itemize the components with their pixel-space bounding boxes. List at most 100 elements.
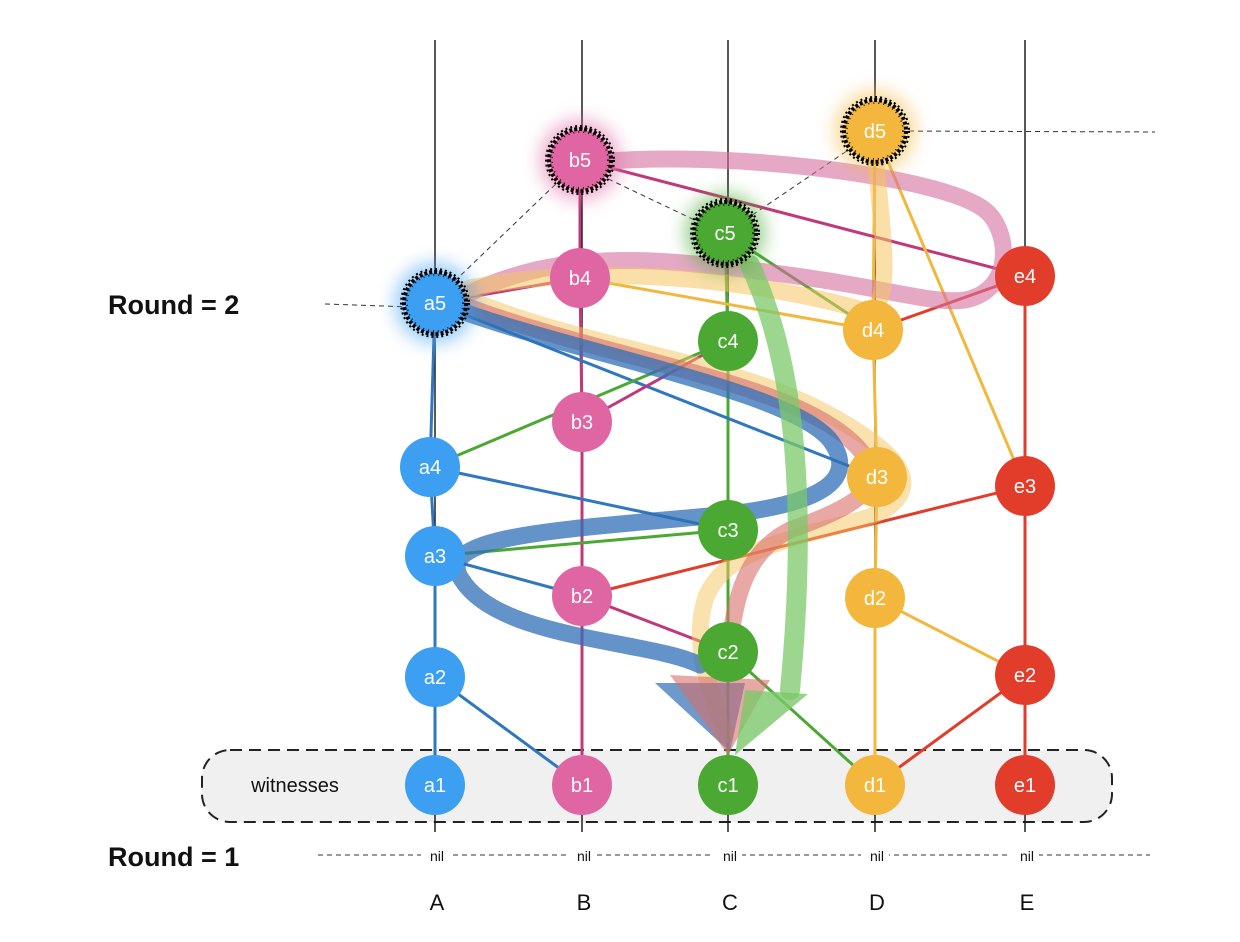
famous-ring (690, 198, 760, 268)
event-circle (405, 526, 465, 586)
event-a4: a4 (400, 437, 460, 497)
event-circle (698, 755, 758, 815)
famous-ring (840, 96, 910, 166)
event-circle (698, 311, 758, 371)
event-circle (552, 392, 612, 452)
event-circle (845, 568, 905, 628)
edge-b5-e4 (579, 158, 1026, 278)
event-label-c3: c3 (717, 520, 738, 542)
event-circle (847, 447, 907, 507)
event-d3: d3 (847, 447, 907, 507)
event-circle (698, 622, 758, 682)
event-label-a3: a3 (424, 546, 446, 568)
nil-label-a: nil (430, 848, 444, 864)
round-label-bottom: Round = 1 (108, 842, 239, 872)
edge-d4-b4 (579, 276, 874, 332)
event-e2: e2 (995, 645, 1055, 705)
event-label-b2: b2 (571, 586, 593, 608)
event-label-d2: d2 (864, 588, 886, 610)
event-circle (550, 248, 610, 308)
event-circle (405, 273, 465, 333)
events: a1 a2 a3 a4 a5 b1 b2 b3 b4 b5 c1 c2 c3 c4 c5 d1 d2 d3 d4 d5… (395, 91, 1055, 815)
event-circle (995, 456, 1055, 516)
round-1-baseline: nil nil nil nil nil (318, 846, 1150, 864)
event-label-a1: a1 (424, 775, 446, 797)
event-label-b4: b4 (569, 268, 591, 290)
event-a1: a1 (405, 755, 465, 815)
event-label-e4: e4 (1014, 266, 1036, 288)
event-b4: b4 (550, 248, 610, 308)
event-circle (550, 130, 610, 190)
nil-label-bg (1011, 846, 1039, 864)
column-labels: A B C D E (430, 890, 1035, 915)
event-circle (995, 645, 1055, 705)
event-label-e3: e3 (1014, 476, 1036, 498)
nil-label-c: nil (723, 848, 737, 864)
event-circle (552, 566, 612, 626)
event-a3: a3 (405, 526, 465, 586)
column-label-c: C (722, 890, 738, 915)
event-a2: a2 (405, 647, 465, 707)
column-label-e: E (1020, 890, 1035, 915)
event-e4: e4 (995, 246, 1055, 306)
event-d1: d1 (845, 755, 905, 815)
event-b1: b1 (552, 755, 612, 815)
event-label-a4: a4 (419, 457, 441, 479)
event-circle (995, 246, 1055, 306)
famous-ring (545, 125, 615, 195)
event-label-b3: b3 (571, 412, 593, 434)
event-label-d3: d3 (866, 467, 888, 489)
event-circle (845, 755, 905, 815)
event-circle (995, 755, 1055, 815)
event-d5: d5 (835, 91, 915, 171)
event-circle (400, 437, 460, 497)
event-c4: c4 (698, 311, 758, 371)
see-path-green-arrowhead (735, 690, 808, 755)
event-d4: d4 (843, 300, 903, 360)
nil-label-bg (568, 846, 596, 864)
event-circle (845, 101, 905, 161)
event-label-c2: c2 (717, 642, 738, 664)
event-circle (405, 755, 465, 815)
edge-e2-d1 (874, 673, 1026, 787)
event-label-d1: d1 (864, 775, 886, 797)
event-label-b5: b5 (569, 150, 591, 172)
event-e1: e1 (995, 755, 1055, 815)
event-label-c4: c4 (717, 331, 738, 353)
event-d2: d2 (845, 568, 905, 628)
column-label-a: A (430, 890, 445, 915)
event-label-c5: c5 (714, 223, 735, 245)
edge-a2-b1 (434, 675, 583, 787)
nil-label-bg (861, 846, 889, 864)
nil-label-bg (421, 846, 449, 864)
event-label-b1: b1 (571, 775, 593, 797)
event-label-c1: c1 (717, 775, 738, 797)
event-c1: c1 (698, 755, 758, 815)
event-b5: b5 (540, 120, 620, 200)
event-b2: b2 (552, 566, 612, 626)
event-label-a5: a5 (424, 293, 446, 315)
event-c5: c5 (685, 193, 765, 273)
event-circle (843, 300, 903, 360)
nil-label-b: nil (577, 848, 591, 864)
event-circle (405, 647, 465, 707)
nil-label-e: nil (1020, 848, 1034, 864)
event-label-a2: a2 (424, 667, 446, 689)
event-c3: c3 (698, 500, 758, 560)
nil-label-d: nil (870, 848, 884, 864)
event-a5: a5 (395, 263, 475, 343)
witnesses-label: witnesses (250, 775, 339, 797)
see-path-green (740, 255, 808, 700)
event-label-d4: d4 (862, 320, 884, 342)
event-label-e1: e1 (1014, 775, 1036, 797)
event-label-d5: d5 (864, 121, 886, 143)
event-circle (552, 755, 612, 815)
column-label-b: B (577, 890, 592, 915)
event-circle (698, 500, 758, 560)
see-path-pink (461, 150, 1012, 310)
column-label-d: D (869, 890, 885, 915)
famous-ring (400, 268, 470, 338)
nil-label-bg (714, 846, 742, 864)
event-e3: e3 (995, 456, 1055, 516)
